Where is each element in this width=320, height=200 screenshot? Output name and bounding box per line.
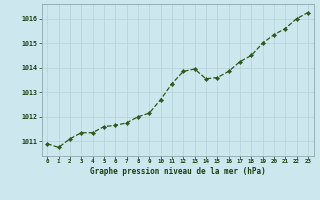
X-axis label: Graphe pression niveau de la mer (hPa): Graphe pression niveau de la mer (hPa)	[90, 167, 266, 176]
